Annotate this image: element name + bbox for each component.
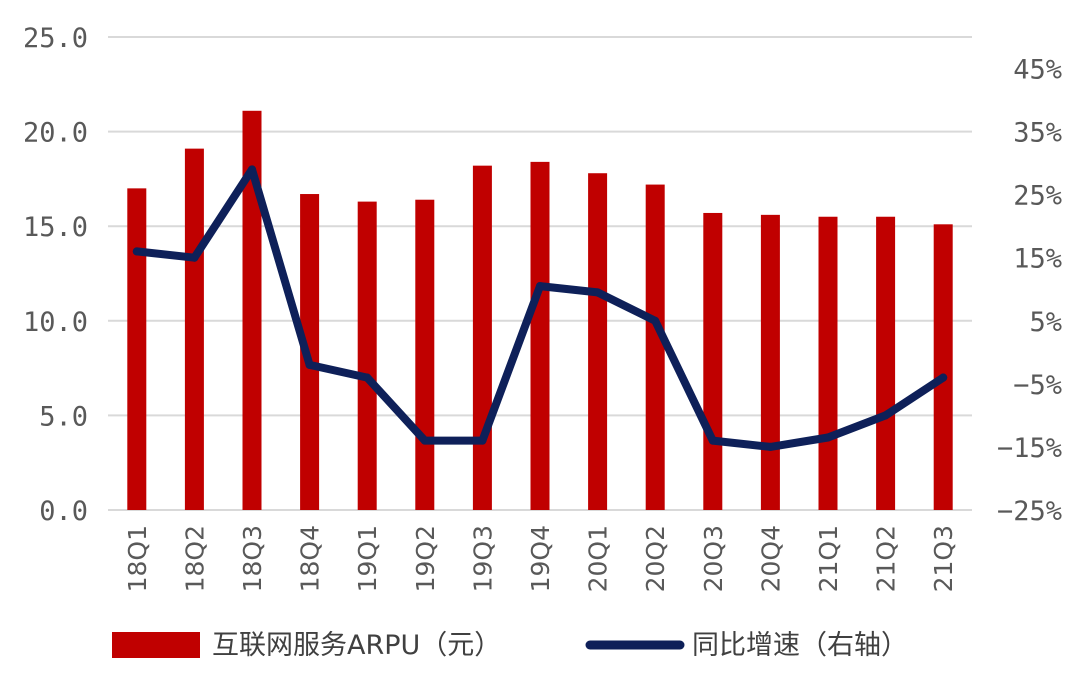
bar-20Q3 [703,212,723,510]
right-tick-label: −15% [997,433,1062,464]
growth-point-18Q1 [132,247,141,256]
bar-18Q2 [184,148,204,511]
bar-20Q1 [588,173,608,510]
right-axis-ticks: −25% −15% −5% 5% 15% 25% 35% 45% [997,55,1062,527]
bar-18Q3 [242,110,262,511]
legend-label-growth: 同比增速（右轴） [692,630,908,661]
bar-19Q1 [357,201,377,510]
x-tick-label: 19Q2 [411,525,440,592]
growth-point-19Q1 [363,373,372,382]
line-series [132,165,948,451]
bar-21Q2 [876,216,896,511]
left-tick-label: 25.0 [23,23,88,54]
x-tick-label: 20Q1 [584,525,613,592]
left-tick-label: 10.0 [23,307,88,338]
bar-20Q2 [645,184,665,511]
growth-point-20Q4 [766,442,775,451]
growth-point-20Q2 [651,316,660,325]
x-tick-label: 21Q2 [872,525,901,592]
growth-point-18Q4 [305,360,314,369]
right-tick-label: 25% [1013,181,1062,212]
left-tick-label: 20.0 [23,118,88,149]
left-tick-label: 0.0 [39,496,88,527]
right-tick-label: 15% [1013,244,1062,275]
bar-19Q2 [415,199,435,510]
x-tick-label: 19Q1 [353,525,382,592]
right-tick-label: 35% [1013,118,1062,149]
bar-21Q1 [818,216,838,511]
legend-label-arpu: 互联网服务ARPU（元） [212,630,501,661]
x-tick-label: 19Q3 [468,525,497,592]
legend: 互联网服务ARPU（元） 同比增速（右轴） [112,630,908,661]
x-tick-label: 18Q3 [238,525,267,592]
bar-19Q4 [530,161,550,510]
bar-18Q1 [127,188,147,511]
right-tick-label: −25% [997,496,1062,527]
left-tick-label: 15.0 [23,212,88,243]
right-tick-label: −5% [1013,370,1062,401]
growth-point-19Q3 [478,436,487,445]
x-tick-label: 21Q1 [814,525,843,592]
x-tick-label: 18Q4 [296,525,325,592]
bar-19Q3 [472,165,492,510]
x-tick-label: 20Q3 [699,525,728,592]
x-tick-label: 20Q4 [756,525,785,592]
growth-point-19Q4 [536,282,544,291]
right-tick-label: 45% [1013,55,1062,86]
x-axis-ticks: 18Q1 18Q2 18Q3 18Q4 19Q1 19Q2 19Q3 19Q4 20Q1 20Q2… [123,525,958,592]
right-tick-label: 5% [1029,307,1062,338]
growth-point-20Q1 [593,288,602,297]
x-tick-label: 19Q4 [526,525,555,592]
x-tick-label: 18Q1 [123,525,152,592]
growth-point-21Q3 [939,373,948,382]
growth-point-20Q3 [708,436,717,445]
x-tick-label: 20Q2 [641,525,670,592]
growth-point-18Q2 [190,253,199,262]
left-tick-label: 5.0 [39,401,88,432]
x-tick-label: 21Q3 [929,525,958,592]
left-axis-ticks: 0.0 5.0 10.0 15.0 20.0 25.0 [23,23,88,527]
x-tick-label: 18Q2 [180,525,209,592]
growth-point-18Q3 [248,165,256,174]
bar-21Q3 [933,224,953,511]
growth-point-19Q2 [420,436,429,445]
growth-point-21Q2 [881,411,890,420]
growth-point-21Q1 [824,433,832,442]
legend-swatch-arpu [112,632,200,658]
bar-20Q4 [760,214,780,510]
